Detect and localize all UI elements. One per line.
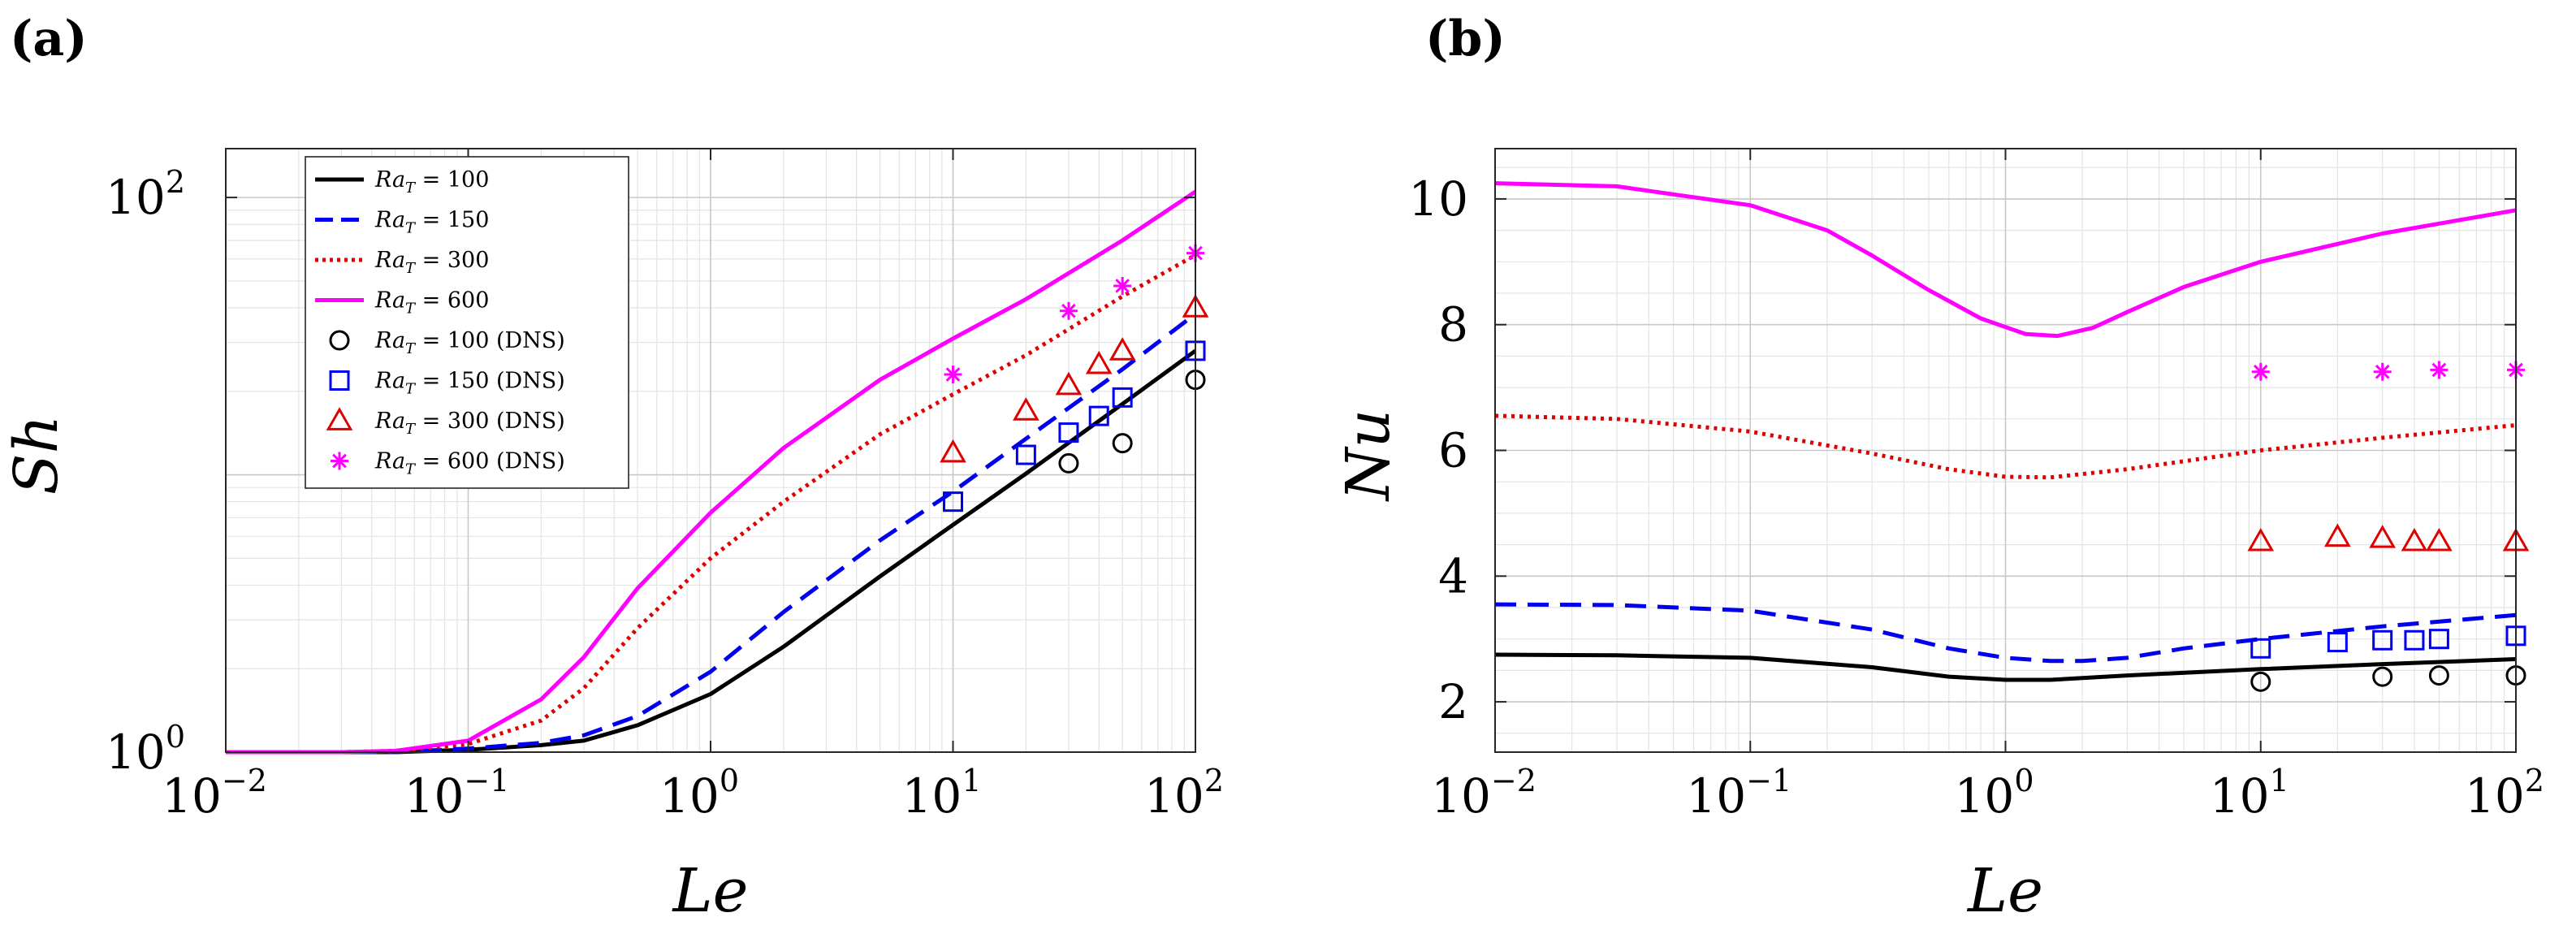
triangle-marker <box>2426 527 2453 552</box>
x-tick-label: 102 <box>2465 763 2544 824</box>
x-tick-label: 10−1 <box>1686 763 1792 824</box>
square-marker <box>1112 387 1133 408</box>
y-tick-label: 8 <box>1438 297 1468 353</box>
triangle-marker <box>1055 371 1083 396</box>
legend-label: RaT = 150 (DNS) <box>374 369 565 398</box>
legend-marker <box>331 452 348 470</box>
series-b-ra-t-600 <box>1494 181 2517 339</box>
series-a-ra-t-300-dns <box>940 294 1209 463</box>
x-tick-label: 100 <box>659 763 739 824</box>
triangle-marker <box>1085 350 1113 374</box>
legend-item-ra-t-300-dns: RaT = 300 (DNS) <box>326 407 565 438</box>
legend-item-ra-t-100-dns: RaT = 100 (DNS) <box>329 328 565 357</box>
y-tick-label: 2 <box>1438 674 1468 729</box>
legend-marker <box>329 330 350 351</box>
legend: RaT = 100 RaT = 150 RaT = 300 RaT = 600 RaT … <box>305 156 629 489</box>
square-marker <box>2250 638 2271 659</box>
x-axis-label-a: Le <box>672 856 749 926</box>
square-marker <box>1015 444 1036 465</box>
y-tick-label: 10 <box>1408 171 1468 227</box>
series-a-ra-t-150-dns <box>943 340 1206 513</box>
triangle-marker <box>2369 525 2397 548</box>
legend-box <box>305 156 629 489</box>
legend-item-ra-t-600-dns: RaT = 600 (DNS) <box>331 449 565 478</box>
x-tick-label: 102 <box>1144 763 1224 824</box>
asterisk-marker <box>2251 362 2270 381</box>
triangle-marker <box>2247 527 2275 552</box>
legend-label: RaT = 100 <box>374 167 489 197</box>
legend-marker <box>329 370 350 391</box>
legend-label: RaT = 100 (DNS) <box>374 328 565 357</box>
legend-label: RaT = 600 (DNS) <box>374 449 565 478</box>
series-b-ra-t-600-dns <box>2251 361 2525 381</box>
square-marker <box>2372 629 2393 651</box>
x-tick-label: 101 <box>2210 763 2289 824</box>
square-marker <box>2404 629 2425 651</box>
square-marker <box>2327 632 2348 653</box>
x-tick-label: 10−2 <box>162 763 267 824</box>
y-tick-label: 6 <box>1438 423 1468 478</box>
x-tick-label: 10−1 <box>404 763 510 824</box>
circle-marker <box>2250 671 2271 692</box>
series-b-ra-t-300-dns <box>2247 523 2530 552</box>
triangle-marker <box>1013 397 1039 421</box>
square-marker <box>2428 629 2449 650</box>
circle-marker <box>1058 452 1079 474</box>
legend-label: RaT = 600 <box>374 288 489 318</box>
x-tick-label: 100 <box>1955 763 2034 824</box>
legend-item-ra-t-150: RaT = 150 <box>315 208 489 237</box>
legend-item-ra-t-600: RaT = 600 <box>315 288 489 318</box>
series-b-ra-t-150 <box>1494 602 2517 664</box>
asterisk-marker <box>2373 362 2392 381</box>
series-a-ra-t-600 <box>226 189 1197 755</box>
series-b-ra-t-100 <box>1494 652 2517 682</box>
triangle-marker <box>940 439 966 463</box>
circle-marker <box>2428 665 2449 686</box>
circle-marker <box>1112 433 1133 454</box>
legend-item-ra-t-150-dns: RaT = 150 (DNS) <box>329 369 565 398</box>
legend-label: RaT = 300 <box>374 248 489 277</box>
legend-item-ra-t-100: RaT = 100 <box>315 167 489 197</box>
square-marker <box>1088 405 1109 426</box>
panel-a-label: (a) <box>10 11 88 67</box>
triangle-marker <box>2324 523 2351 547</box>
triangle-marker <box>1109 337 1136 361</box>
circle-marker <box>2372 666 2393 687</box>
x-tick-label: 10−2 <box>1431 763 1537 824</box>
asterisk-marker <box>1059 301 1078 320</box>
y-axis-label-b: Nu <box>1333 409 1403 502</box>
y-tick-label: 102 <box>106 164 185 225</box>
x-tick-label: 101 <box>902 763 982 824</box>
square-marker <box>943 491 963 513</box>
legend-label: RaT = 300 (DNS) <box>374 409 565 438</box>
triangle-marker <box>2401 527 2428 552</box>
square-marker <box>1058 422 1079 443</box>
legend-label: RaT = 150 <box>374 208 489 237</box>
panel-b-chart: 10−2 10−1 100 101 102 2 4 6 8 10 Le Nu <box>1333 148 2544 926</box>
series-a-ra-t-100-dns <box>1058 370 1206 474</box>
series-b-ra-t-150-dns <box>2250 625 2526 659</box>
y-tick-label: 4 <box>1438 548 1468 603</box>
panel-b-label: (b) <box>1425 11 1506 67</box>
asterisk-marker <box>944 366 962 384</box>
legend-item-ra-t-300: RaT = 300 <box>315 248 489 277</box>
legend-marker <box>326 407 353 430</box>
asterisk-marker <box>1113 276 1132 295</box>
x-axis-label-b: Le <box>1966 856 2043 926</box>
series-a-ra-t-600-dns <box>944 244 1204 384</box>
asterisk-marker <box>2430 361 2448 379</box>
y-axis-label-a: Sh <box>2 415 71 495</box>
series-b-ra-t-300 <box>1494 413 2517 480</box>
